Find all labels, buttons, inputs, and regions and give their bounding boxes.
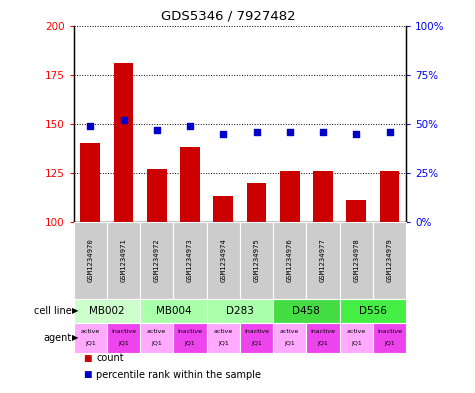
Text: JQ1: JQ1 bbox=[251, 341, 262, 346]
Point bbox=[352, 130, 360, 137]
Text: GSM1234972: GSM1234972 bbox=[154, 239, 160, 282]
Text: JQ1: JQ1 bbox=[218, 341, 228, 346]
Text: ■: ■ bbox=[83, 371, 92, 379]
Point bbox=[286, 129, 294, 135]
Point bbox=[186, 123, 194, 129]
Text: JQ1: JQ1 bbox=[351, 341, 361, 346]
Text: ■: ■ bbox=[83, 354, 92, 363]
Text: D458: D458 bbox=[293, 306, 320, 316]
Bar bbox=[213, 196, 233, 222]
Text: JQ1: JQ1 bbox=[118, 341, 129, 346]
Text: GSM1234979: GSM1234979 bbox=[387, 239, 392, 282]
Bar bbox=[247, 183, 266, 222]
Point bbox=[386, 129, 393, 135]
Bar bbox=[180, 147, 200, 222]
Text: JQ1: JQ1 bbox=[152, 341, 162, 346]
Point bbox=[253, 129, 260, 135]
Point bbox=[120, 117, 127, 123]
Text: JQ1: JQ1 bbox=[384, 341, 395, 346]
Point bbox=[319, 129, 327, 135]
Text: inactive: inactive bbox=[311, 329, 335, 334]
Text: JQ1: JQ1 bbox=[85, 341, 95, 346]
Text: GSM1234970: GSM1234970 bbox=[87, 239, 93, 282]
Text: active: active bbox=[214, 329, 233, 334]
Point bbox=[86, 123, 94, 129]
Text: active: active bbox=[347, 329, 366, 334]
Text: active: active bbox=[280, 329, 299, 334]
Text: GSM1234975: GSM1234975 bbox=[254, 239, 259, 282]
Text: D283: D283 bbox=[226, 306, 254, 316]
Text: count: count bbox=[96, 353, 124, 364]
Text: ▶: ▶ bbox=[72, 307, 78, 315]
Text: inactive: inactive bbox=[111, 329, 136, 334]
Text: agent: agent bbox=[43, 333, 71, 343]
Point bbox=[219, 130, 227, 137]
Bar bbox=[380, 171, 399, 222]
Text: JQ1: JQ1 bbox=[285, 341, 295, 346]
Text: cell line: cell line bbox=[34, 306, 71, 316]
Text: inactive: inactive bbox=[244, 329, 269, 334]
Bar bbox=[114, 63, 133, 222]
Text: percentile rank within the sample: percentile rank within the sample bbox=[96, 370, 261, 380]
Text: GSM1234974: GSM1234974 bbox=[220, 239, 226, 282]
Text: inactive: inactive bbox=[377, 329, 402, 334]
Text: active: active bbox=[147, 329, 166, 334]
Point bbox=[153, 127, 161, 133]
Text: JQ1: JQ1 bbox=[318, 341, 328, 346]
Text: MB004: MB004 bbox=[156, 306, 191, 316]
Text: active: active bbox=[81, 329, 100, 334]
Text: inactive: inactive bbox=[178, 329, 202, 334]
Text: D556: D556 bbox=[359, 306, 387, 316]
Text: GSM1234977: GSM1234977 bbox=[320, 239, 326, 282]
Bar bbox=[313, 171, 333, 222]
Text: GSM1234978: GSM1234978 bbox=[353, 239, 359, 282]
Text: JQ1: JQ1 bbox=[185, 341, 195, 346]
Text: GSM1234971: GSM1234971 bbox=[121, 239, 126, 282]
Text: GDS5346 / 7927482: GDS5346 / 7927482 bbox=[161, 10, 295, 23]
Text: GSM1234976: GSM1234976 bbox=[287, 239, 293, 282]
Bar bbox=[80, 143, 100, 222]
Bar bbox=[280, 171, 300, 222]
Text: GSM1234973: GSM1234973 bbox=[187, 239, 193, 282]
Text: ▶: ▶ bbox=[72, 333, 78, 342]
Bar bbox=[147, 169, 167, 222]
Bar bbox=[346, 200, 366, 222]
Text: MB002: MB002 bbox=[89, 306, 124, 316]
